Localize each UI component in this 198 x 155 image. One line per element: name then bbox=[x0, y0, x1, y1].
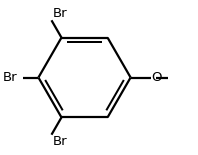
Text: O: O bbox=[151, 71, 162, 84]
Text: Br: Br bbox=[52, 135, 67, 148]
Text: Br: Br bbox=[3, 71, 18, 84]
Text: Br: Br bbox=[52, 7, 67, 20]
